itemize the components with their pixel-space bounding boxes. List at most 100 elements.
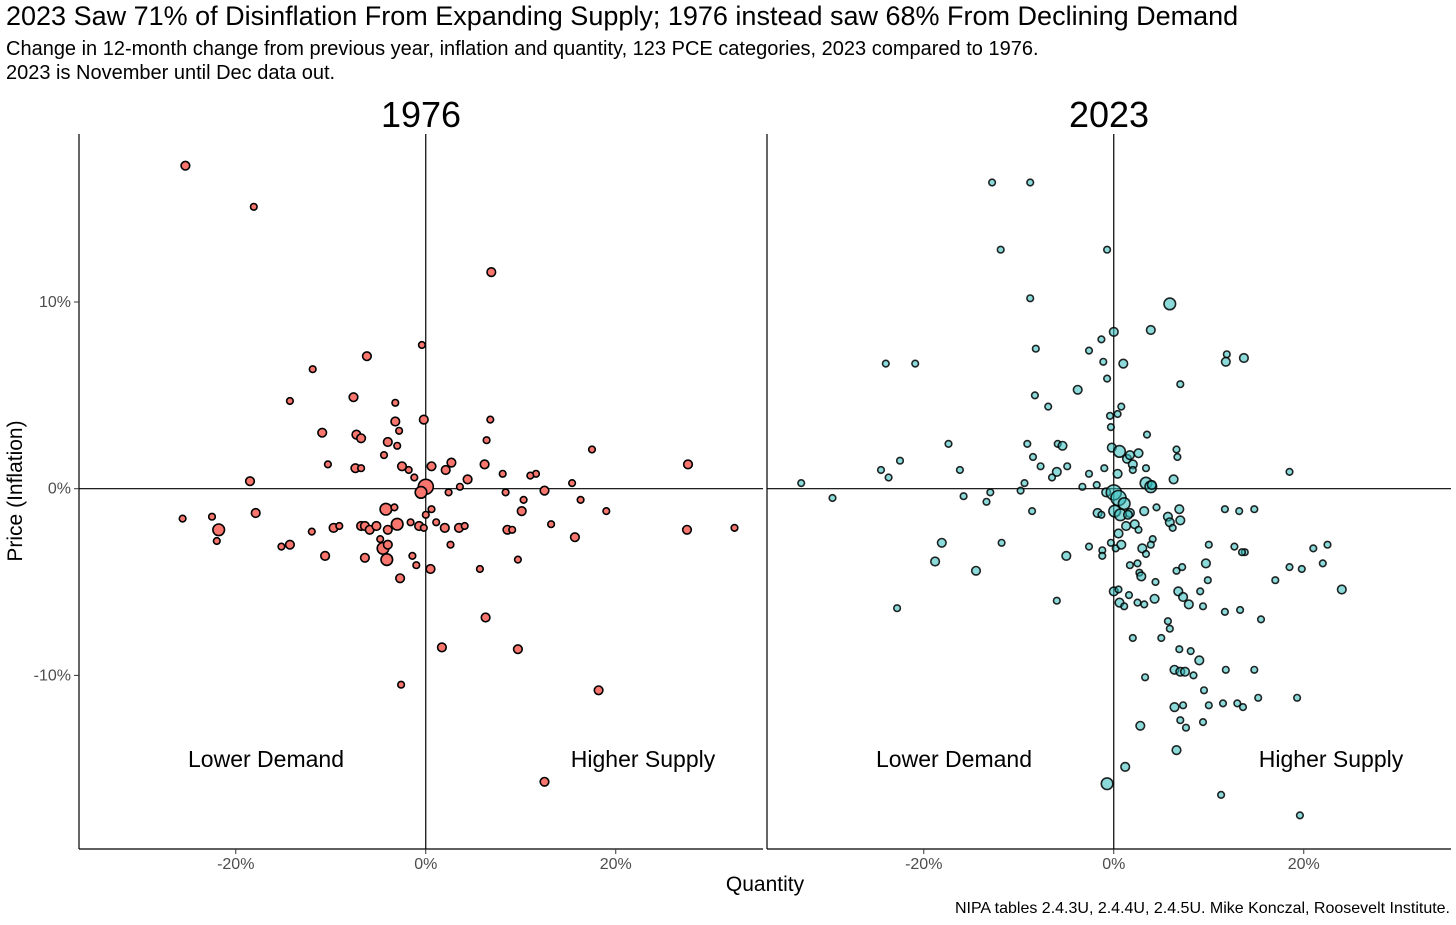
data-point: [320, 550, 331, 562]
data-point: [602, 507, 611, 516]
data-point: [1036, 462, 1045, 471]
data-point: [1250, 505, 1259, 514]
quadrant-label-lower-demand: Lower Demand: [876, 746, 1032, 772]
data-point: [1044, 402, 1053, 411]
data-point: [436, 642, 448, 653]
data-point: [410, 473, 419, 482]
data-point: [1221, 665, 1230, 674]
data-point: [1047, 473, 1057, 482]
data-point: [1108, 326, 1119, 338]
data-point: [1028, 452, 1038, 462]
data-point: [391, 398, 400, 407]
data-point: [460, 521, 469, 531]
data-point: [1135, 720, 1146, 731]
data-point: [1145, 324, 1156, 336]
data-point: [475, 564, 485, 574]
data-point: [1285, 467, 1294, 477]
data-point: [1199, 686, 1209, 695]
data-point: [1084, 469, 1094, 478]
data-point: [539, 776, 550, 787]
data-point: [1092, 480, 1101, 490]
quadrant-label-lower-demand: Lower Demand: [188, 746, 344, 772]
data-point: [382, 524, 393, 535]
data-point: [1203, 576, 1212, 585]
data-point: [1198, 717, 1208, 727]
y-axis-title: Price (Inflation): [4, 420, 27, 561]
data-point: [1172, 445, 1181, 454]
data-point: [1163, 297, 1177, 311]
data-point: [593, 685, 604, 696]
data-point: [986, 488, 995, 497]
data-point: [1140, 600, 1149, 609]
data-point: [397, 680, 406, 689]
data-point: [567, 479, 577, 488]
data-point: [1120, 761, 1131, 773]
data-point: [1078, 482, 1087, 491]
data-point: [501, 488, 510, 497]
data-point: [1128, 633, 1137, 643]
data-point: [1027, 507, 1037, 516]
data-point: [876, 465, 886, 475]
data-point: [1023, 439, 1032, 449]
data-point: [421, 510, 430, 519]
data-point: [1285, 562, 1294, 572]
data-point: [1100, 777, 1114, 791]
data-point: [1052, 596, 1061, 605]
data-point: [1120, 602, 1129, 611]
data-point: [576, 495, 585, 505]
data-point: [1124, 450, 1135, 461]
data-point: [1084, 542, 1094, 551]
data-point: [414, 485, 428, 500]
data-point: [1113, 409, 1122, 419]
data-point: [1114, 585, 1123, 594]
data-point: [1098, 551, 1107, 561]
data-point: [486, 267, 497, 278]
data-point: [446, 457, 457, 468]
data-point: [1309, 544, 1318, 553]
data-point: [1106, 538, 1115, 547]
data-point: [1102, 245, 1112, 254]
data-point: [1128, 465, 1137, 475]
data-point: [997, 538, 1006, 547]
data-point: [987, 178, 997, 187]
data-point: [1318, 559, 1327, 568]
data-point: [446, 540, 455, 549]
data-point: [1196, 587, 1205, 596]
data-point: [348, 392, 359, 403]
data-point: [1204, 701, 1213, 710]
data-point: [479, 459, 490, 470]
data-point: [307, 527, 316, 536]
data-point: [1149, 593, 1160, 604]
data-point: [1165, 624, 1174, 633]
data-point: [212, 536, 221, 546]
y-tick-label: 10%: [39, 294, 71, 311]
data-point: [1295, 811, 1304, 820]
x-tick-label: 20%: [1288, 856, 1320, 873]
data-point: [482, 436, 491, 445]
data-point: [1204, 540, 1213, 549]
data-point: [455, 482, 465, 491]
data-point: [1297, 564, 1306, 574]
data-point: [1097, 510, 1106, 519]
data-point: [1254, 693, 1263, 702]
data-point: [382, 436, 393, 448]
data-point: [1133, 559, 1142, 568]
data-point: [1168, 474, 1179, 485]
data-point: [1220, 505, 1229, 514]
subtitle-line-2: 2023 is November until Dec data out.: [6, 62, 336, 84]
data-point: [1136, 571, 1147, 582]
data-point: [486, 415, 495, 424]
chart-subtitle: Change in 12-month change from previous …: [6, 37, 1039, 85]
data-point: [508, 525, 517, 534]
data-point: [1238, 702, 1248, 712]
data-point: [1146, 540, 1155, 549]
data-point: [425, 563, 436, 575]
panel-title-2023: 2023: [1069, 94, 1149, 135]
data-point: [180, 160, 191, 171]
data-point: [1139, 506, 1150, 517]
x-tick-label: -20%: [217, 856, 254, 873]
data-point: [1097, 335, 1106, 344]
data-point: [1118, 358, 1129, 369]
data-point: [1140, 673, 1150, 682]
data-point: [516, 506, 527, 517]
